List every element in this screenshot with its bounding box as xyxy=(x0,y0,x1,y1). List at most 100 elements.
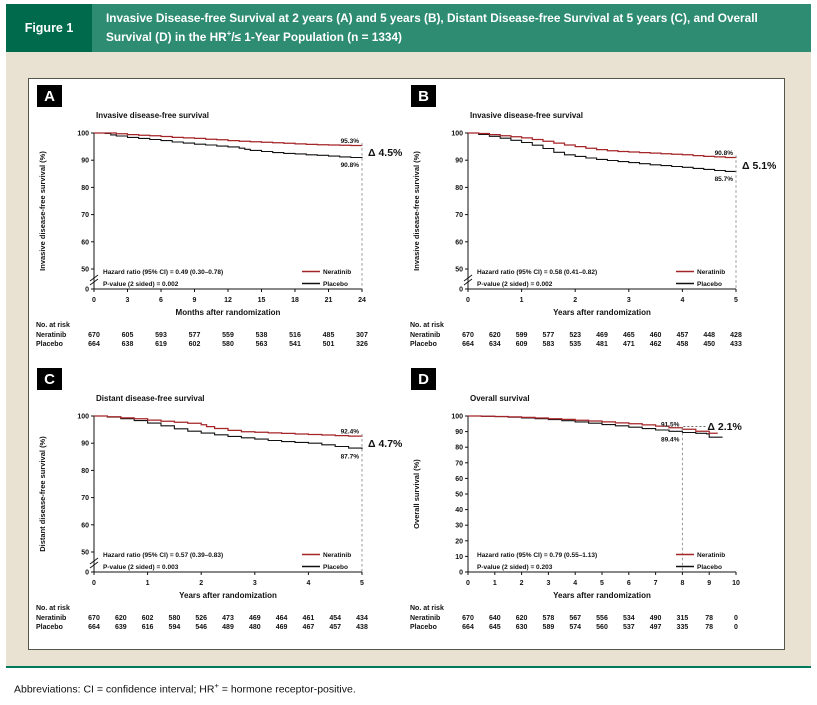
at-risk-value: 465 xyxy=(622,332,635,340)
y-tick-label: 90 xyxy=(455,158,463,165)
at-risk-value: 567 xyxy=(569,615,582,623)
at-risk-value: 307 xyxy=(356,332,368,340)
y-tick-label: 50 xyxy=(81,267,89,274)
hazard-ratio-text: Hazard ratio (95% CI) = 0.79 (0.55–1.13) xyxy=(477,552,597,559)
at-risk-value: 616 xyxy=(141,624,154,632)
at-risk-series-name: Neratinib xyxy=(36,332,67,340)
at-risk-value: 469 xyxy=(596,332,608,340)
at-risk-value: 450 xyxy=(703,341,716,349)
at-risk-series-name: Neratinib xyxy=(410,615,441,623)
chart-title-a: Invasive disease-free survival xyxy=(96,111,209,121)
end-label-bottom: 90.8% xyxy=(341,162,360,169)
y-tick-label: 0 xyxy=(459,287,463,294)
x-tick-label: 6 xyxy=(159,297,163,304)
p-value-text: P-value (2 sided) = 0.002 xyxy=(477,281,553,288)
x-tick-label: 2 xyxy=(573,297,577,304)
x-tick-label: 4 xyxy=(306,580,310,587)
at-risk-series-name: Neratinib xyxy=(410,332,441,340)
y-tick-label: 10 xyxy=(455,554,463,561)
y-tick-label: 80 xyxy=(81,185,89,192)
at-risk-value: 602 xyxy=(188,341,201,349)
axis-break xyxy=(89,557,99,565)
at-risk-value: 599 xyxy=(515,332,528,340)
km-chart-b: 0 50 60 70 80 90 100 0 1 2 3 4 5 Invasive disease-fre… xyxy=(412,131,777,305)
at-risk-value: 454 xyxy=(329,615,342,623)
end-label-top: 95.3% xyxy=(341,138,360,145)
panel-letter-d: D xyxy=(411,368,436,391)
at-risk-value: 469 xyxy=(275,624,288,632)
km-chart-c: 0 50 60 70 80 90 100 0 1 2 3 4 5 Distant disease-free… xyxy=(38,414,403,588)
km-chart-a: 0 50 60 70 80 90 100 0 3 6 9 12 15 18 21 24 Invasive dis… xyxy=(38,131,403,305)
curve-neratinib xyxy=(468,132,737,159)
y-tick-label: 90 xyxy=(81,158,89,165)
at-risk-value: 497 xyxy=(649,624,662,632)
figure-title-text: Invasive Disease-free Survival at 2 year… xyxy=(106,11,758,44)
curve-placebo xyxy=(468,132,737,173)
at-risk-value: 534 xyxy=(622,615,635,623)
panel-letter-c: C xyxy=(37,368,62,391)
at-risk-value: 580 xyxy=(222,341,234,349)
at-risk-value: 480 xyxy=(248,624,261,632)
at-risk-value: 640 xyxy=(488,615,501,623)
delta-label: Δ 4.5% xyxy=(368,147,403,159)
y-axis-title: Overall survival (%) xyxy=(412,459,421,529)
at-risk-value: 578 xyxy=(542,615,555,623)
legend-label: Neratinib xyxy=(697,269,725,276)
abbreviations-note: Abbreviations: CI = confidence interval;… xyxy=(6,668,811,696)
at-risk-value: 481 xyxy=(596,341,608,349)
at-risk-value: 464 xyxy=(275,615,288,623)
at-risk-value: 664 xyxy=(88,624,100,632)
axis-break xyxy=(463,274,473,282)
y-tick-label: 70 xyxy=(455,461,463,468)
abbreviations-text: Abbreviations: CI = confidence interval;… xyxy=(14,683,215,696)
x-tick-label: 3 xyxy=(546,580,550,587)
y-tick-label: 100 xyxy=(77,131,89,138)
hazard-ratio-text: Hazard ratio (95% CI) = 0.57 (0.39–0.83) xyxy=(103,552,223,559)
y-tick-label: 90 xyxy=(81,441,89,448)
at-risk-value: 580 xyxy=(168,615,181,623)
at-risk-value: 473 xyxy=(222,615,234,623)
at-risk-value: 639 xyxy=(114,624,127,632)
y-tick-label: 20 xyxy=(455,539,463,546)
at-risk-value: 556 xyxy=(596,615,608,623)
at-risk-value: 670 xyxy=(88,615,100,623)
figure-title-text2: /≤ 1-Year Population (n = 1334) xyxy=(231,29,402,44)
x-tick-label: 0 xyxy=(466,580,470,587)
figure-title: Invasive Disease-free Survival at 2 year… xyxy=(92,4,811,52)
at-risk-value: 501 xyxy=(322,341,335,349)
x-tick-label: 5 xyxy=(360,580,364,587)
x-tick-label: 1 xyxy=(520,297,524,304)
end-label-bottom: 85.7% xyxy=(715,176,734,183)
x-tick-label: 7 xyxy=(654,580,658,587)
x-axis-title-d: Years after randomization xyxy=(553,591,651,601)
x-tick-label: 6 xyxy=(627,580,631,587)
at-risk-value: 535 xyxy=(569,341,582,349)
x-tick-label: 8 xyxy=(680,580,684,587)
at-risk-value: 609 xyxy=(515,341,528,349)
axis-break xyxy=(89,278,99,286)
x-tick-label: 4 xyxy=(573,580,577,587)
at-risk-value: 526 xyxy=(195,615,208,623)
chart-title-c: Distant disease-free survival xyxy=(96,394,205,404)
at-risk-value: 462 xyxy=(649,341,662,349)
at-risk-value: 489 xyxy=(222,624,234,632)
at-risk-value: 620 xyxy=(114,615,127,623)
panel-d: D Overall survival 0 10 20 30 40 50 60 70 80 90 10… xyxy=(406,365,780,648)
legend-label: Placebo xyxy=(323,564,348,571)
x-tick-label: 3 xyxy=(126,297,130,304)
at-risk-series-name: Placebo xyxy=(36,341,63,349)
at-risk-value: 593 xyxy=(155,332,167,340)
x-tick-label: 21 xyxy=(325,297,333,304)
at-risk-value: 461 xyxy=(302,615,315,623)
y-axis-title: Invasive disease-free survival (%) xyxy=(412,151,421,271)
legend-label: Neratinib xyxy=(323,269,351,276)
at-risk-label: No. at risk xyxy=(410,605,444,613)
y-tick-label: 80 xyxy=(455,445,463,452)
panel-a: A Invasive disease-free survival 0 50 60 70… xyxy=(32,82,406,365)
at-risk-label: No. at risk xyxy=(36,322,70,330)
end-label-top: 90.8% xyxy=(715,150,734,157)
at-risk-series-name: Placebo xyxy=(410,341,437,349)
legend-label: Placebo xyxy=(697,281,722,288)
x-tick-label: 1 xyxy=(146,580,150,587)
chart-title-d: Overall survival xyxy=(470,394,530,404)
